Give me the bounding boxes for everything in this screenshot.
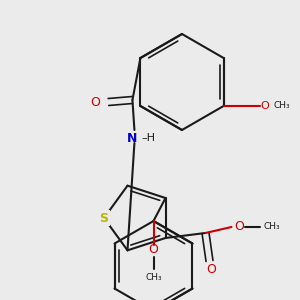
Text: CH₃: CH₃ (263, 223, 280, 232)
Text: N: N (127, 131, 138, 145)
Text: O: O (148, 242, 158, 256)
Text: O: O (235, 220, 244, 233)
Text: O: O (261, 101, 269, 111)
Text: CH₃: CH₃ (145, 272, 162, 281)
Text: O: O (207, 263, 216, 277)
Text: S: S (100, 212, 109, 224)
Text: O: O (91, 95, 100, 109)
Text: –H: –H (141, 133, 155, 143)
Text: CH₃: CH₃ (274, 101, 290, 110)
